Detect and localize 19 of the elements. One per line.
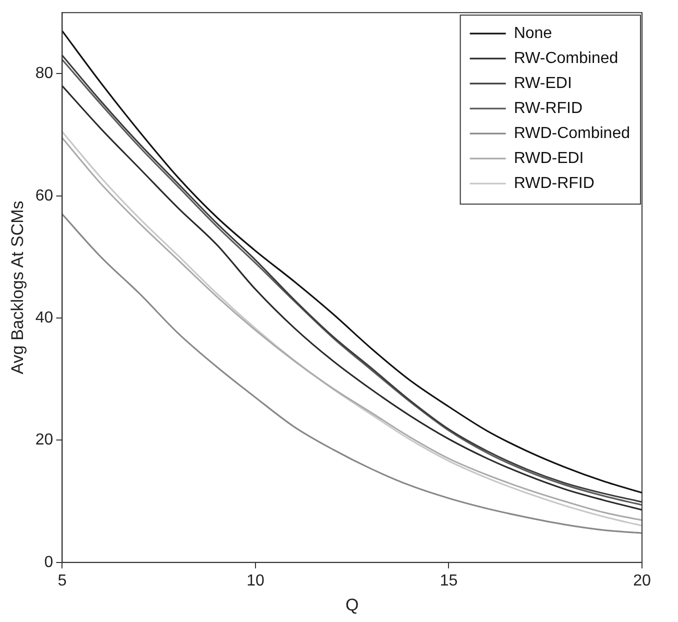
y-tick-label: 40 [35,309,54,326]
legend-label: RWD-RFID [514,175,594,192]
x-tick-label: 5 [58,572,67,590]
y-tick-label: 0 [44,554,54,571]
legend-label: RW-RFID [514,100,583,118]
x-tick-label: 20 [633,572,651,590]
line-series [62,213,642,534]
legend-label: RWD-Combined [514,125,630,142]
legend-label: RWD-EDI [514,150,584,168]
x-axis-title: Q [345,595,359,614]
legend-label: None [514,25,552,42]
y-tick-label: 20 [35,432,54,449]
x-tick-label: 10 [246,572,264,590]
legend-label: RW-EDI [514,75,572,92]
x-tick-label: 15 [440,572,458,590]
y-axis-title: Avg Backlogs At SCMs [8,200,27,374]
y-tick-label: 60 [35,187,54,204]
y-tick-label: 80 [35,65,54,82]
legend-label: RW-Combined [514,50,618,68]
